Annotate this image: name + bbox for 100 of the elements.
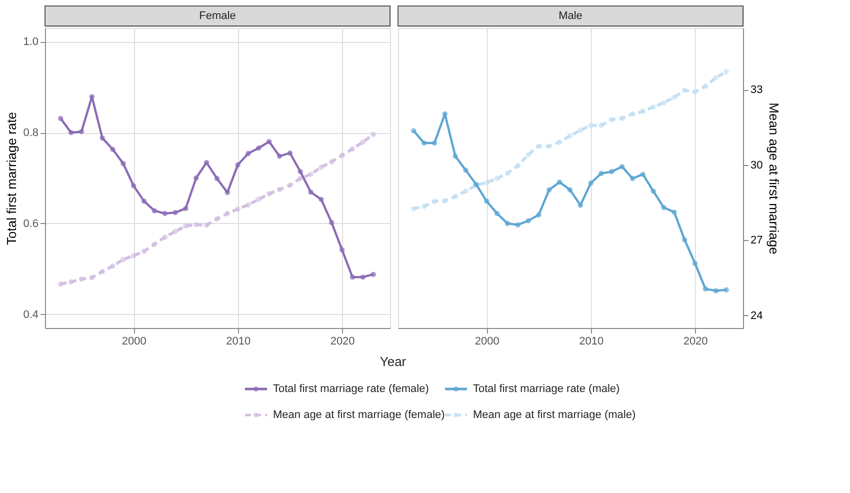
point [410,128,416,134]
point [504,170,510,176]
point [588,180,594,186]
point [350,146,356,152]
point [204,160,210,166]
point [235,206,240,212]
point [702,84,708,89]
point [494,210,500,216]
point [484,198,490,204]
point [246,150,251,156]
point [224,190,230,196]
point [463,168,468,173]
point [266,138,272,144]
x-tick-label: 2000 [474,336,500,348]
point [630,176,636,182]
point [141,198,147,204]
point [246,202,251,208]
point [650,104,656,110]
legend-label: Total first marriage rate (female) [273,383,429,395]
point [661,204,666,210]
y2-tick-label: 27 [750,234,763,247]
point [452,154,458,159]
chart-title: Female [199,10,236,22]
point [214,176,220,182]
point [214,216,220,222]
point [463,188,468,194]
point [308,189,314,195]
y2-tick-label: 24 [750,310,763,322]
point [308,172,314,177]
y-axis-title: Total first marriage rate [4,112,20,245]
point [515,222,521,228]
point [442,198,448,204]
point [640,108,646,114]
point [650,188,656,194]
point [536,212,542,218]
point [298,168,304,174]
point [432,140,438,146]
point [692,89,698,94]
point [546,187,552,192]
x-tick-label: 2010 [579,336,604,348]
x-tick-label: 2020 [683,336,708,348]
point [130,183,136,188]
point [193,175,199,181]
point [172,210,178,216]
point [360,274,366,280]
point [162,234,168,240]
point [235,162,240,168]
point [266,191,272,196]
point [328,220,334,226]
point [713,75,719,80]
point [536,144,542,149]
point [193,222,199,228]
point [58,116,64,122]
point [172,228,178,234]
point [224,210,230,216]
point [630,111,636,117]
point [432,198,438,204]
point [682,237,688,242]
point [370,132,376,137]
point [609,116,614,122]
point [713,288,719,294]
point [410,206,416,212]
point [724,69,729,74]
point [183,223,188,229]
point [578,128,584,133]
x-tick-label: 2020 [330,336,355,348]
point [339,247,345,252]
y2-axis-title: Mean age at first marriage [766,102,782,254]
point [556,139,562,145]
point [100,135,105,141]
point [421,204,427,209]
point [724,287,729,292]
point [598,122,604,128]
x-tick-label: 2000 [122,336,146,348]
point [120,160,126,166]
point [661,100,666,106]
point [556,179,562,185]
point [452,194,458,200]
point [619,164,625,170]
point [68,130,74,136]
point [183,206,188,212]
point [504,220,510,226]
point [318,196,324,202]
point [287,182,293,188]
point [130,253,136,258]
point [141,248,147,254]
point [567,133,573,138]
point [339,152,345,158]
point [89,94,95,100]
point [152,242,158,247]
legend-label: Mean age at first marriage (male) [473,409,636,421]
y-tick-label: 0.4 [23,308,38,321]
y-tick-label: 0.6 [23,218,38,230]
point [318,164,324,170]
y-tick-label: 1.0 [23,36,38,48]
legend-label: Mean age at first marriage (female) [273,409,445,421]
chart-title: Male [558,10,582,22]
legend-label: Total first marriage rate (male) [473,383,620,395]
point [370,272,376,278]
point [682,88,688,93]
